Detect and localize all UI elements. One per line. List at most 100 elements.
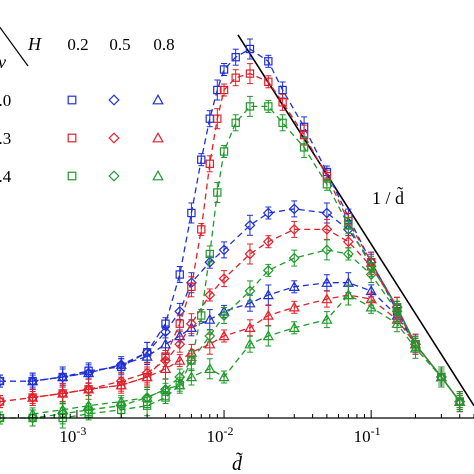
data-point <box>244 338 256 349</box>
data-point <box>278 85 287 95</box>
x-axis-label: d̃ <box>232 451 243 474</box>
data-point <box>0 396 6 408</box>
data-point <box>288 280 300 291</box>
data-point <box>187 282 196 292</box>
data-point <box>365 269 377 280</box>
legend-marker <box>152 169 164 181</box>
data-point <box>218 310 230 321</box>
legend-h-value: 0.2 <box>67 35 88 54</box>
data-point <box>219 147 229 156</box>
series-line <box>0 228 461 403</box>
data-point <box>262 236 274 248</box>
data-point <box>244 321 256 332</box>
data-point <box>204 362 216 373</box>
data-point <box>244 248 256 260</box>
data-point <box>299 143 309 152</box>
data-point <box>115 395 127 406</box>
data-point <box>288 223 300 235</box>
legend: ν H 0.2 0.5 0.8 0.0 0.3 0.4 <box>0 26 175 186</box>
data-point <box>218 244 230 256</box>
data-point <box>159 338 172 349</box>
data-point <box>218 273 230 285</box>
data-point <box>204 330 216 342</box>
legend-h-value: 0.5 <box>109 35 130 54</box>
data-point <box>435 371 447 382</box>
data-point <box>175 319 184 328</box>
data-point <box>391 317 403 328</box>
data-point <box>264 57 273 66</box>
data-point <box>197 311 206 320</box>
data-point <box>321 223 333 235</box>
data-point <box>197 155 206 164</box>
data-point <box>141 391 153 402</box>
data-point <box>231 73 240 82</box>
data-point <box>264 77 273 86</box>
legend-marker <box>152 93 164 105</box>
data-point <box>321 207 333 219</box>
data-point <box>205 249 214 259</box>
data-point <box>365 301 377 312</box>
data-point <box>82 399 95 410</box>
data-point <box>185 318 197 330</box>
data-point <box>213 114 222 123</box>
x-tick-label: 10-3 <box>59 424 86 446</box>
data-point <box>174 379 186 390</box>
legend-nu-value: 0.3 <box>0 129 11 148</box>
series-line <box>0 48 461 402</box>
data-point <box>218 330 230 341</box>
x-tick-label: 10-2 <box>207 424 234 446</box>
data-point <box>115 379 127 390</box>
data-point <box>288 301 300 312</box>
data-point <box>141 350 153 361</box>
data-point <box>321 293 333 304</box>
legend-col-header: H <box>27 34 42 54</box>
series-nu0.4-h0.8 <box>27 284 466 421</box>
x-tick-label: 10-1 <box>354 424 381 446</box>
data-point <box>159 362 172 373</box>
legend-marker <box>108 170 120 182</box>
data-point <box>219 85 229 95</box>
series-line <box>0 105 461 419</box>
data-point <box>454 395 466 406</box>
data-point <box>115 400 127 412</box>
plot-area: 1 / d̃ <box>0 34 474 429</box>
legend-marker <box>67 171 77 181</box>
legend-row-header: ν <box>0 52 6 72</box>
data-point <box>218 371 230 382</box>
data-point <box>321 313 333 324</box>
data-point <box>342 248 354 260</box>
x-axis: 10-3 10-2 10-1 <box>0 410 474 446</box>
data-point <box>204 338 216 349</box>
legend-marker <box>67 95 77 105</box>
data-point <box>213 188 222 197</box>
data-point <box>0 375 6 387</box>
data-point <box>115 358 127 369</box>
series-line <box>32 294 461 415</box>
data-point <box>185 371 198 382</box>
data-point <box>187 208 196 218</box>
data-point <box>245 102 255 111</box>
data-point <box>27 375 39 386</box>
legend-h-value: 0.8 <box>153 35 174 54</box>
series-nu0.3-h0.2 <box>0 63 464 409</box>
reference-line-label: 1 / d̃ <box>372 186 404 208</box>
data-point <box>219 65 229 74</box>
data-point <box>262 330 274 341</box>
data-point <box>205 159 214 168</box>
data-point <box>322 180 332 189</box>
data-point <box>174 354 186 365</box>
legend-marker <box>152 131 164 143</box>
series-line <box>0 72 461 403</box>
data-point <box>159 383 172 394</box>
data-point <box>342 289 355 300</box>
data-point <box>244 285 256 297</box>
legend-nu-value: 0.0 <box>0 91 11 110</box>
data-point <box>57 371 69 382</box>
data-point <box>82 383 95 394</box>
data-point <box>342 236 354 248</box>
legend-nu-value: 0.4 <box>0 167 12 186</box>
data-point <box>409 342 422 353</box>
data-point <box>204 256 216 268</box>
data-point <box>174 338 186 350</box>
